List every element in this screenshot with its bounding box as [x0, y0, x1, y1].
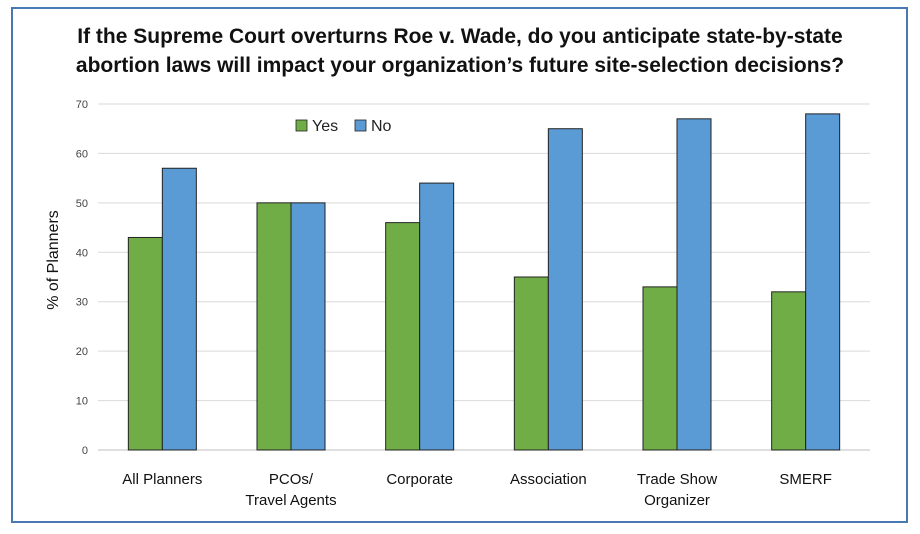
bars — [127, 113, 841, 451]
x-category-label: PCOs/Travel Agents — [245, 471, 336, 509]
legend-swatch-no — [354, 119, 367, 132]
y-axis-ticks: 0 10 20 30 40 50 60 70 — [76, 99, 88, 457]
x-category-label-line: Corporate — [386, 471, 453, 488]
x-category-label-line: PCOs/ — [269, 471, 314, 488]
y-tick-label: 50 — [76, 198, 88, 210]
chart-title-line-2: abortion laws will impact your organizat… — [75, 54, 845, 77]
bar-no-1 — [290, 202, 326, 451]
legend-swatch-yes — [295, 119, 308, 132]
legend-label-no: No — [371, 118, 392, 135]
x-category-label-line: All Planners — [122, 471, 202, 488]
bar-no-5 — [805, 113, 841, 451]
bar-yes-4 — [642, 286, 678, 451]
bar-yes-1 — [256, 202, 292, 451]
bar-yes-3 — [513, 276, 549, 451]
legend-label-yes: Yes — [312, 118, 338, 135]
legend: Yes No — [295, 118, 392, 135]
chart-title-line-1: If the Supreme Court overturns Roe v. Wa… — [77, 25, 843, 48]
x-category-label: SMERF — [779, 471, 832, 488]
y-tick-label: 70 — [76, 99, 88, 111]
y-tick-label: 10 — [76, 396, 88, 408]
bar-yes-0 — [127, 236, 163, 451]
y-axis-title: % of Planners — [45, 210, 62, 310]
bar-no-3 — [547, 128, 583, 451]
y-tick-label: 20 — [76, 346, 88, 358]
y-tick-label: 30 — [76, 297, 88, 309]
bar-yes-5 — [771, 291, 807, 451]
y-tick-label: 60 — [76, 148, 88, 160]
x-category-label-line: Travel Agents — [245, 492, 336, 509]
x-category-label: Association — [510, 471, 587, 488]
x-category-label-line: SMERF — [779, 471, 832, 488]
y-tick-label: 40 — [76, 247, 88, 259]
bar-no-4 — [676, 118, 712, 451]
bar-yes-2 — [385, 222, 421, 451]
x-category-label-line: Trade Show — [637, 471, 717, 488]
gridlines — [98, 103, 870, 451]
x-category-label-line: Association — [510, 471, 587, 488]
x-category-label: Corporate — [386, 471, 453, 488]
bar-no-0 — [161, 167, 197, 451]
bar-no-2 — [419, 182, 455, 451]
y-tick-label: 0 — [82, 445, 88, 457]
x-axis-categories: All Planners PCOs/Travel Agents Corporate A… — [122, 471, 832, 509]
x-category-label: Trade Show Organizer — [637, 471, 717, 509]
chart-title: If the Supreme Court overturns Roe v. Wa… — [0, 22, 920, 80]
x-category-label-line: Organizer — [644, 492, 710, 509]
x-category-label: All Planners — [122, 471, 202, 488]
